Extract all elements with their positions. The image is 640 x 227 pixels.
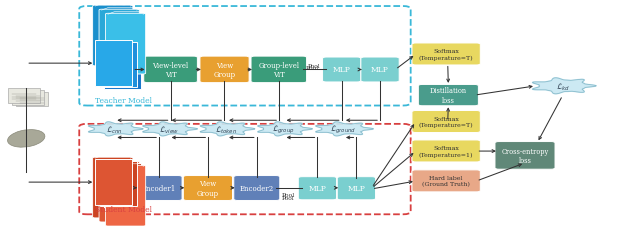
Text: Softmax
(Temperature=T): Softmax (Temperature=T): [419, 49, 474, 60]
FancyBboxPatch shape: [419, 85, 478, 106]
Text: $\mathcal{L}_{cnn}$: $\mathcal{L}_{cnn}$: [106, 123, 123, 135]
Text: Softmax
(Temperature=T): Softmax (Temperature=T): [419, 116, 474, 128]
Text: $\mathcal{L}_{group}$: $\mathcal{L}_{group}$: [272, 123, 295, 135]
Text: Cross-entropy
loss: Cross-entropy loss: [501, 147, 548, 164]
FancyBboxPatch shape: [93, 158, 133, 218]
Polygon shape: [88, 122, 143, 136]
FancyBboxPatch shape: [100, 161, 137, 206]
Text: MLP: MLP: [333, 66, 351, 74]
FancyBboxPatch shape: [234, 176, 280, 201]
Text: Pool: Pool: [282, 192, 295, 197]
Text: Distillation
loss: Distillation loss: [430, 87, 467, 104]
FancyBboxPatch shape: [298, 177, 337, 200]
FancyBboxPatch shape: [412, 170, 480, 192]
Polygon shape: [258, 122, 312, 136]
FancyBboxPatch shape: [99, 10, 140, 71]
Polygon shape: [316, 122, 373, 136]
FancyBboxPatch shape: [251, 57, 307, 83]
Text: Pool: Pool: [282, 195, 294, 200]
FancyBboxPatch shape: [144, 57, 197, 83]
FancyBboxPatch shape: [16, 92, 48, 107]
FancyBboxPatch shape: [412, 140, 480, 162]
FancyBboxPatch shape: [136, 176, 182, 201]
Polygon shape: [143, 122, 197, 136]
FancyBboxPatch shape: [361, 58, 399, 83]
FancyBboxPatch shape: [99, 162, 140, 222]
Text: Pool: Pool: [306, 66, 319, 71]
FancyBboxPatch shape: [323, 58, 361, 83]
Text: Teacher Model: Teacher Model: [95, 97, 152, 105]
FancyBboxPatch shape: [12, 91, 44, 105]
Text: View
Group: View Group: [214, 62, 236, 79]
Text: View-level
ViT: View-level ViT: [152, 62, 189, 79]
Ellipse shape: [8, 130, 45, 148]
FancyBboxPatch shape: [183, 176, 232, 201]
FancyBboxPatch shape: [104, 44, 141, 90]
FancyBboxPatch shape: [104, 163, 141, 208]
Text: View
Group: View Group: [197, 180, 219, 197]
Text: Hard label
(Ground Truth): Hard label (Ground Truth): [422, 176, 470, 187]
Text: Group-level
ViT: Group-level ViT: [259, 62, 300, 79]
Text: MLP: MLP: [371, 66, 389, 74]
Text: Encoder1: Encoder1: [142, 184, 176, 192]
Text: $\mathcal{L}_{ground}$: $\mathcal{L}_{ground}$: [330, 123, 356, 135]
FancyBboxPatch shape: [93, 6, 133, 67]
FancyBboxPatch shape: [95, 160, 132, 205]
FancyBboxPatch shape: [106, 14, 146, 75]
Text: MLP: MLP: [348, 184, 365, 192]
Text: Softmax
(Temperature=1): Softmax (Temperature=1): [419, 146, 474, 157]
FancyBboxPatch shape: [337, 177, 376, 200]
FancyBboxPatch shape: [95, 41, 132, 86]
Text: Encoder2: Encoder2: [239, 184, 274, 192]
FancyBboxPatch shape: [412, 44, 480, 66]
FancyBboxPatch shape: [8, 89, 40, 103]
FancyBboxPatch shape: [100, 43, 137, 88]
Text: Pool: Pool: [307, 63, 320, 68]
Text: $\mathcal{L}_{kd}$: $\mathcal{L}_{kd}$: [556, 81, 570, 92]
Text: $\mathcal{L}_{view}$: $\mathcal{L}_{view}$: [159, 123, 179, 135]
FancyBboxPatch shape: [412, 111, 480, 133]
Text: MLP: MLP: [308, 184, 326, 192]
Polygon shape: [532, 79, 596, 94]
FancyBboxPatch shape: [106, 166, 146, 226]
Text: Student Model: Student Model: [95, 205, 152, 213]
FancyBboxPatch shape: [200, 57, 249, 83]
Polygon shape: [200, 122, 255, 136]
Text: $\mathcal{L}_{token}$: $\mathcal{L}_{token}$: [215, 123, 237, 135]
FancyBboxPatch shape: [495, 142, 555, 169]
